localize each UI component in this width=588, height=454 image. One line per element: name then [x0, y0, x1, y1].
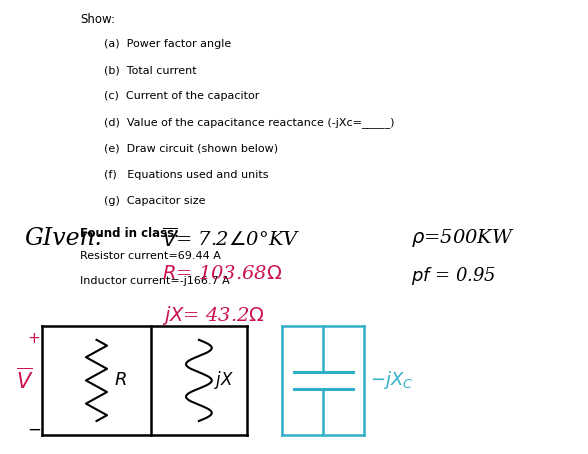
Text: $\overline{V}$= 7.2$\angle$0°KV: $\overline{V}$= 7.2$\angle$0°KV [162, 227, 300, 251]
Text: (f)   Equations used and units: (f) Equations used and units [104, 170, 268, 180]
Text: Show:: Show: [81, 13, 115, 26]
Text: $R$: $R$ [114, 371, 127, 390]
Text: $R$= 103.68$\Omega$: $R$= 103.68$\Omega$ [162, 265, 283, 283]
Text: (g)  Capacitor size: (g) Capacitor size [104, 196, 205, 206]
Text: +: + [28, 331, 41, 346]
Text: (b)  Total current: (b) Total current [104, 65, 196, 75]
Text: Resistor current=69.44 A: Resistor current=69.44 A [81, 252, 221, 262]
Text: Inductor current=-j166.7 A: Inductor current=-j166.7 A [81, 276, 230, 286]
Text: (d)  Value of the capacitance reactance (-jXc=_____): (d) Value of the capacitance reactance (… [104, 117, 395, 128]
Text: $jX$= 43.2$\Omega$: $jX$= 43.2$\Omega$ [162, 304, 265, 327]
Text: $jX$: $jX$ [213, 370, 233, 391]
Text: −: − [28, 421, 42, 439]
Text: (e)  Draw circuit (shown below): (e) Draw circuit (shown below) [104, 143, 278, 153]
Text: $\rho$=500KW: $\rho$=500KW [411, 227, 515, 249]
Text: (c)  Current of the capacitor: (c) Current of the capacitor [104, 91, 259, 101]
Text: Found in class:: Found in class: [81, 227, 179, 240]
Text: $pf$ = 0.95: $pf$ = 0.95 [411, 265, 496, 287]
Text: GIven:: GIven: [25, 227, 103, 250]
Text: (a)  Power factor angle: (a) Power factor angle [104, 39, 231, 49]
Text: $-jX_C$: $-jX_C$ [370, 370, 413, 391]
Text: $\overline{V}$: $\overline{V}$ [16, 368, 34, 393]
